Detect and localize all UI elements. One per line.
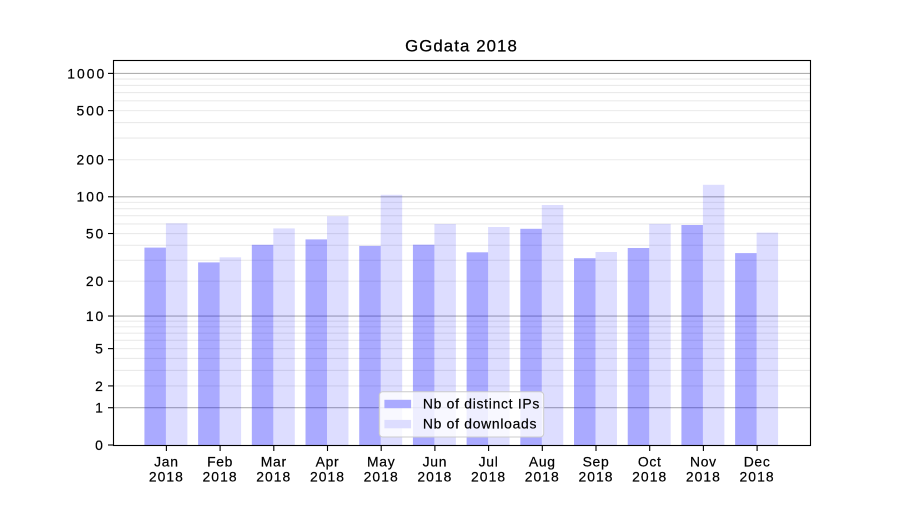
svg-text:200: 200	[77, 152, 106, 168]
svg-text:GGdata 2018: GGdata 2018	[405, 37, 518, 56]
svg-text:Nb of distinct IPs: Nb of distinct IPs	[423, 395, 540, 411]
svg-text:Mar: Mar	[261, 454, 287, 470]
svg-text:5: 5	[95, 341, 105, 357]
svg-text:20: 20	[86, 273, 105, 289]
svg-text:2018: 2018	[471, 469, 506, 485]
svg-text:500: 500	[77, 103, 106, 119]
svg-text:2018: 2018	[310, 469, 345, 485]
svg-text:2018: 2018	[203, 469, 238, 485]
svg-text:2018: 2018	[149, 469, 184, 485]
svg-text:Sep: Sep	[583, 454, 610, 470]
svg-text:Apr: Apr	[316, 454, 340, 470]
svg-text:Aug: Aug	[529, 454, 556, 470]
svg-text:10: 10	[86, 308, 105, 324]
svg-text:May: May	[367, 454, 395, 470]
svg-text:Jan: Jan	[154, 454, 179, 470]
svg-text:1000: 1000	[67, 65, 106, 81]
svg-text:2: 2	[95, 378, 105, 394]
svg-text:Oct: Oct	[638, 454, 662, 470]
svg-text:Feb: Feb	[207, 454, 233, 470]
svg-text:Jun: Jun	[423, 454, 448, 470]
svg-text:50: 50	[86, 225, 105, 241]
svg-text:Dec: Dec	[744, 454, 771, 470]
svg-text:2018: 2018	[578, 469, 613, 485]
svg-text:100: 100	[77, 189, 106, 205]
svg-text:2018: 2018	[632, 469, 667, 485]
svg-text:2018: 2018	[256, 469, 291, 485]
svg-text:2018: 2018	[740, 469, 775, 485]
svg-text:2018: 2018	[364, 469, 399, 485]
svg-text:Jul: Jul	[479, 454, 499, 470]
svg-text:Nb of downloads: Nb of downloads	[423, 415, 537, 431]
svg-text:1: 1	[95, 400, 105, 416]
svg-text:0: 0	[95, 437, 105, 453]
svg-text:2018: 2018	[686, 469, 721, 485]
svg-text:Nov: Nov	[690, 454, 717, 470]
svg-text:2018: 2018	[417, 469, 452, 485]
svg-text:2018: 2018	[525, 469, 560, 485]
